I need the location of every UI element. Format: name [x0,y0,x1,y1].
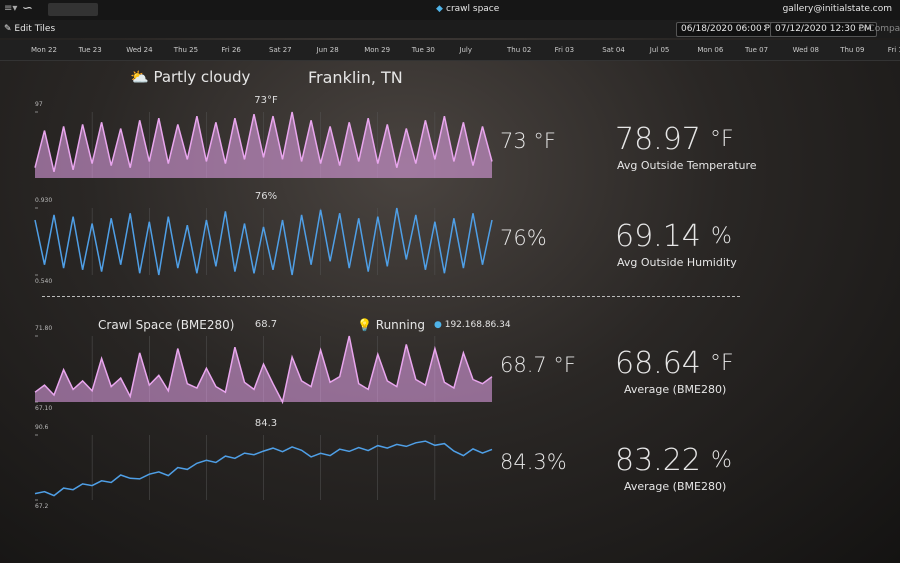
average-unit: °F [710,127,734,152]
average-caption: Avg Outside Humidity [617,256,737,269]
top-bar: ≡▾ ∽ ◆ crawl space gallery@initialstate.… [0,0,900,20]
average-value: 69.14 [615,219,701,254]
weather-condition: Partly cloudy [153,68,251,86]
line [34,207,493,276]
menu-icon[interactable]: ≡▾ [4,3,18,14]
timeline-label[interactable]: Thu 25 [173,46,199,54]
timeline-label[interactable]: Mon 22 [31,46,57,54]
date-separator: : [763,23,767,33]
timeline-label[interactable]: Mon 06 [697,46,724,54]
ip: ● 192.168.86.34 [434,320,511,330]
y-tick-label: 67.10 [35,405,52,412]
timeline-label[interactable]: Thu 09 [840,46,865,54]
edit-tiles-label[interactable]: Edit Tiles [14,24,56,34]
current-value: 68.7 °F [500,353,577,377]
line [34,335,493,405]
crawl-title: Crawl Space (BME280) [98,318,235,332]
hover-label: 76% [255,191,277,202]
current-value: 73 °F [500,129,556,153]
timeline-label[interactable]: Tue 07 [745,46,769,54]
hover-label: 84.3 [255,418,277,429]
bucket-icon: ◆ [436,4,443,14]
average-value: 83.22 [615,443,701,478]
y-tick-label: 71.80 [35,325,52,332]
toolbar: ✎ Edit Tiles 06/18/2020 06:00 PM : 07/12… [0,20,900,38]
bucket-title: crawl space [446,4,500,14]
timeline-label[interactable]: Thu 02 [507,46,532,54]
end-date[interactable]: 07/12/2020 12:30 PM [770,22,877,37]
hover-label: 73°F [254,95,278,106]
start-date[interactable]: 06/18/2020 06:00 PM [676,22,783,37]
timeline-label[interactable]: Jul 05 [649,46,670,54]
average-value: 78.97 [615,122,701,157]
timeline: Mon 22 Tue 23 Wed 24 Thu 25 Fri 26 Sat 27 Jun … [0,40,900,61]
average-caption: Average (BME280) [624,383,727,396]
timeline-label[interactable]: Jun 28 [316,46,339,54]
status: 💡 Running [357,318,425,332]
current-value: 76% [500,226,547,250]
current-value: 84.3% [500,450,567,474]
y-tick-label: 67.2 [35,503,49,510]
average-caption: Avg Outside Temperature [617,159,757,172]
compare[interactable]: ⊙ Compare [858,24,900,34]
timeline-label[interactable]: Wed 24 [126,46,153,54]
y-tick-label: 0.540 [35,278,52,285]
timeline-label[interactable]: Tue 30 [411,46,435,54]
timeline-label[interactable]: Sat 27 [269,46,292,54]
timeline-label[interactable]: Tue 23 [78,46,102,54]
average-unit: % [711,448,732,473]
logo[interactable]: ∽ [22,1,33,16]
divider [42,296,740,297]
timeline-label[interactable]: Fri 03 [554,46,575,54]
y-tick-label: 90.6 [35,424,49,431]
line [34,111,493,172]
average-value: 68.64 [615,346,701,381]
y-tick-label: 97 [35,101,43,108]
line [34,440,493,497]
ip-address: 192.168.86.34 [444,320,511,330]
timeline-label[interactable]: July [459,46,472,54]
timeline-label[interactable]: Fri 26 [221,46,241,54]
average-unit: °F [710,351,734,376]
timeline-label[interactable]: Sat 04 [602,46,625,54]
weather: ⛅ Partly cloudy [130,68,251,86]
user-email[interactable]: gallery@initialstate.com [782,4,892,14]
status-label: Running [375,318,425,332]
average-unit: % [711,224,732,249]
timeline-label[interactable]: Wed 08 [792,46,819,54]
average-caption: Average (BME280) [624,480,727,493]
timeline-label[interactable]: Mon 29 [364,46,391,54]
hover-label: 68.7 [255,319,277,330]
view-toggle[interactable] [48,3,98,16]
timeline-label[interactable]: Fri 10 [887,46,900,54]
compare-label[interactable]: Compare [868,24,900,34]
location: Franklin, TN [308,68,403,87]
edit-tiles[interactable]: ✎ Edit Tiles [4,24,56,34]
y-tick-label: 0.930 [35,197,52,204]
